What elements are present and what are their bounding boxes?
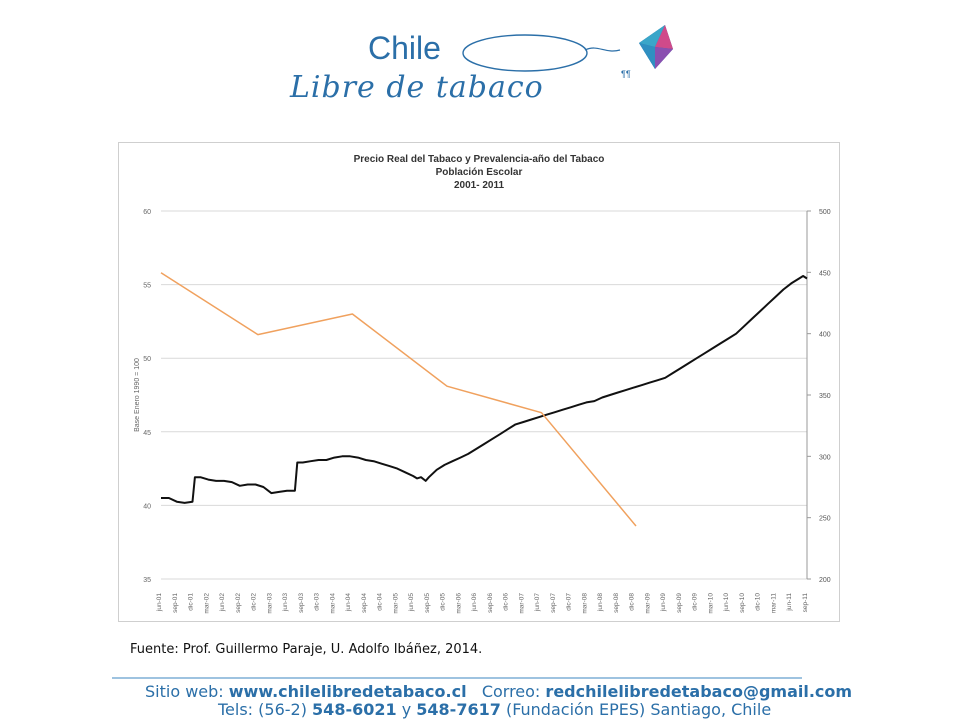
x-tick-label: sep-03	[298, 593, 305, 613]
x-tick-label: jun-06	[471, 593, 478, 612]
x-tick-label: dic-08	[629, 593, 636, 611]
logo-tagline: Libre de tabaco	[290, 70, 544, 105]
prevalence-series-line	[160, 272, 637, 527]
x-tick-label: jun-09	[660, 593, 667, 612]
x-tick-label: dic-07	[566, 593, 573, 611]
x-tick-label: sep-08	[613, 593, 620, 613]
footer-tel-1: 548-6021	[312, 700, 397, 719]
x-tick-label: mar-05	[392, 593, 399, 614]
x-tick-label: jun-08	[597, 593, 604, 612]
x-tick-label: mar-08	[581, 593, 588, 614]
x-tick-label: sep-06	[487, 593, 494, 613]
x-tick-label: jun-01	[156, 593, 163, 612]
x-tick-label: mar-07	[518, 593, 525, 614]
x-tick-label: jun-04	[345, 593, 352, 612]
y-tick-label: 35	[143, 577, 151, 584]
x-tick-label: jun-11	[786, 593, 793, 612]
x-tick-label: sep-05	[424, 593, 431, 613]
x-tick-label: sep-09	[676, 593, 683, 613]
y2-tick-label: 450	[819, 270, 831, 277]
footer-tel-and: y	[401, 700, 412, 719]
y2-tick-label: 200	[819, 577, 831, 584]
x-tick-label: jun-10	[723, 593, 730, 612]
x-tick-label: dic-02	[251, 593, 258, 611]
y2-tick-label: 350	[819, 393, 831, 400]
y2-tick-label: 250	[819, 516, 831, 523]
x-tick-label: dic-09	[692, 593, 699, 611]
x-tick-label: dic-10	[755, 593, 762, 611]
footer-web-link[interactable]: www.chilelibredetabaco.cl	[228, 682, 467, 701]
y2-tick-label: 400	[819, 332, 831, 339]
svg-text:¶¶: ¶¶	[621, 69, 631, 79]
line-chart: 35 40 45 50 55 60 200 250 300 350 400 450 500 Base En…	[134, 209, 831, 614]
y-axis-label: Base Enero 1990 = 100	[134, 358, 141, 432]
chart-subtitle-years: 2001- 2011	[453, 180, 505, 191]
x-tick-label: sep-02	[235, 593, 242, 613]
logo-title: Chile	[368, 30, 441, 66]
chart-frame: Precio Real del Tabaco y Prevalencia-año…	[118, 142, 840, 622]
price-series-line	[161, 275, 808, 504]
x-tick-label: sep-07	[550, 593, 557, 613]
source-note: Fuente: Prof. Guillermo Paraje, U. Adolf…	[130, 642, 483, 657]
y2-tick-label: 300	[819, 454, 831, 461]
x-tick-label: dic-06	[503, 593, 510, 611]
y-tick-label: 40	[143, 503, 151, 510]
x-tick-label: mar-02	[203, 593, 210, 614]
footer-divider	[112, 677, 802, 679]
x-tick-label: dic-04	[377, 593, 384, 611]
chart-subtitle: Población Escolar	[435, 167, 523, 178]
y-tick-label: 45	[143, 430, 151, 437]
x-tick-label: jun-02	[219, 593, 226, 612]
x-tick-label: dic-03	[314, 593, 321, 611]
x-tick-label: mar-06	[455, 593, 462, 614]
x-tick-label: dic-01	[188, 593, 195, 611]
footer-phone-line: Tels: (56-2) 548-6021 y 548-7617 (Fundac…	[218, 700, 771, 719]
footer-web-label: Sitio web:	[145, 682, 224, 701]
x-tick-label: jun-03	[282, 593, 289, 612]
x-tick-label: jun-07	[534, 593, 541, 612]
chart-title: Precio Real del Tabaco y Prevalencia-año…	[353, 154, 605, 165]
x-tick-label: jun-05	[408, 593, 415, 612]
x-tick-label: mar-09	[644, 593, 651, 614]
footer-tel-2: 548-7617	[416, 700, 501, 719]
y-tick-label: 50	[143, 356, 151, 363]
x-tick-label: sep-10	[739, 593, 746, 613]
x-tick-label: sep-04	[361, 593, 368, 613]
footer-tel-rest: (Fundación EPES) Santiago, Chile	[505, 700, 772, 719]
kite-string	[584, 47, 621, 52]
x-tick-label: mar-03	[266, 593, 273, 614]
x-tick-label: dic-05	[440, 593, 447, 611]
kite-icon: ¶¶	[621, 25, 673, 79]
x-tick-label: mar-10	[707, 593, 714, 614]
x-tick-label: sep-11	[802, 593, 809, 613]
logo: ¶¶ Chile Libre de tabaco	[280, 20, 700, 115]
footer-tel-label: Tels: (56-2)	[218, 700, 307, 719]
x-tick-label: sep-01	[172, 593, 179, 613]
y-tick-label: 55	[143, 283, 151, 290]
kite-logo-graphic: ¶¶	[462, 25, 673, 79]
y-tick-label: 60	[143, 209, 151, 216]
x-tick-label: mar-04	[329, 593, 336, 614]
footer-mail-label: Correo:	[481, 682, 541, 701]
footer-contact-line: Sitio web: www.chilelibredetabaco.cl Cor…	[145, 682, 852, 701]
y2-tick-label: 500	[819, 209, 831, 216]
footer-mail-link[interactable]: redchilelibredetabaco@gmail.com	[545, 682, 853, 701]
kite-string-loop	[462, 34, 588, 72]
x-tick-label: mar-11	[770, 593, 777, 613]
